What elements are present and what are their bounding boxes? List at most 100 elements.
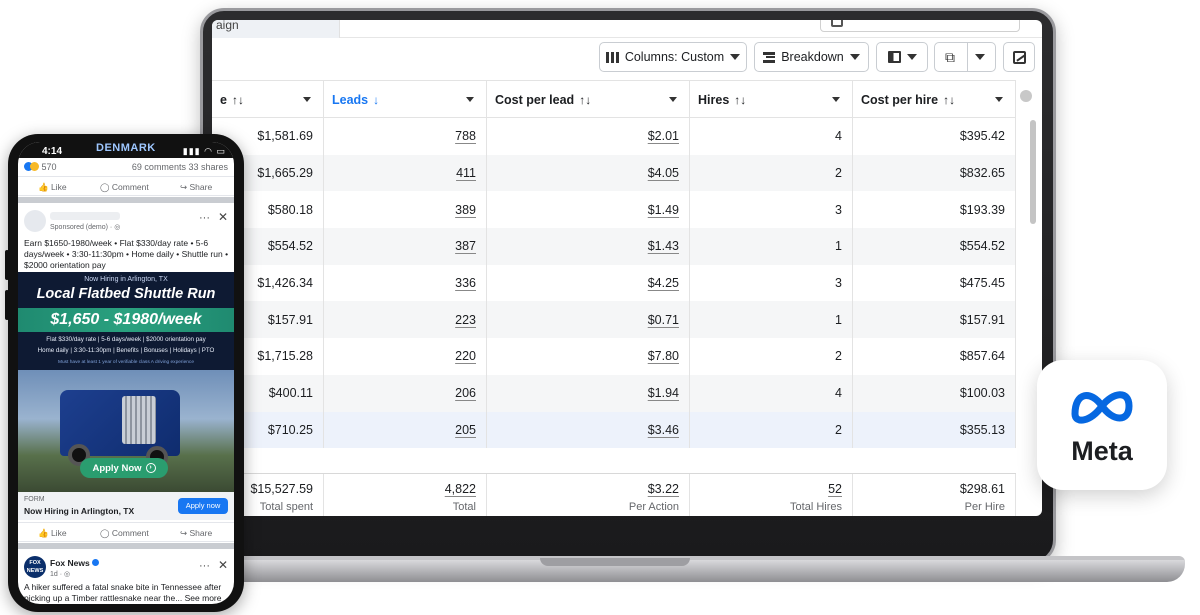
- avatar[interactable]: [24, 210, 46, 232]
- cell-cpl-link[interactable]: $1.94: [647, 386, 679, 401]
- cell-cpl-link[interactable]: $0.71: [647, 312, 679, 327]
- table-row[interactable]: $1,581.69 788 $2.01 4 $395.42: [212, 118, 1016, 155]
- creative-details-2: Home daily | 3:30-11:30pm | Benefits | B…: [37, 347, 215, 354]
- header-cost-per-lead[interactable]: Cost per lead ↑↓: [487, 81, 690, 119]
- share-button[interactable]: ↪ Share: [180, 182, 213, 192]
- chevron-down-icon[interactable]: [466, 97, 474, 102]
- cell-cpl-link[interactable]: $1.43: [647, 239, 679, 254]
- apply-now-button[interactable]: Apply now: [178, 498, 228, 514]
- more-options-icon[interactable]: ···: [199, 560, 210, 572]
- form-label: FORM: [24, 496, 45, 503]
- cell-cph: $857.64: [853, 338, 1016, 375]
- cell-spent: $1,581.69: [212, 118, 324, 155]
- charts-button[interactable]: [1003, 42, 1035, 72]
- table-row[interactable]: $157.91 223 $0.71 1 $157.91: [212, 301, 1016, 339]
- columns-icon: [605, 51, 619, 63]
- reaction-summary[interactable]: 570: [24, 162, 57, 172]
- chevron-down-icon[interactable]: [303, 97, 311, 102]
- chevron-down-icon: [730, 54, 741, 60]
- cell-cpl-link[interactable]: $4.25: [647, 276, 679, 291]
- header-leads[interactable]: Leads ↓: [324, 81, 487, 119]
- vertical-scrollbar[interactable]: [1030, 120, 1036, 224]
- add-column-icon[interactable]: [1020, 90, 1032, 102]
- export-button[interactable]: ⧉: [934, 42, 996, 72]
- ads-manager-screen: aign Columns: Custom Breakdown ⧉ e ↑: [212, 20, 1042, 516]
- cell-cph: $395.42: [853, 118, 1016, 155]
- creative-title: Local Flatbed Shuttle Run: [36, 286, 216, 302]
- cell-leads-link[interactable]: 387: [455, 239, 476, 254]
- breakdown-button[interactable]: Breakdown: [754, 42, 869, 72]
- cell-spent: $1,715.28: [212, 338, 324, 375]
- cell-leads-link[interactable]: 336: [455, 276, 476, 291]
- cell-leads-link[interactable]: 206: [455, 386, 476, 401]
- table-row[interactable]: $1,715.28 220 $7.80 2 $857.64: [212, 338, 1016, 375]
- total-hires: 52 Total Hires: [690, 474, 853, 516]
- fox-page-name[interactable]: Fox News: [50, 558, 99, 568]
- like-button[interactable]: 👍 Like: [38, 528, 67, 538]
- table-row[interactable]: $580.18 389 $1.49 3 $193.39: [212, 191, 1016, 229]
- creative-fine-print: Must have at least 1 year of verifiable …: [58, 360, 194, 365]
- cell-leads-link[interactable]: 223: [455, 312, 476, 327]
- chevron-down-icon: [906, 54, 917, 60]
- status-time: 4:14: [42, 146, 63, 157]
- chevron-down-icon[interactable]: [995, 97, 1003, 102]
- cell-leads-link[interactable]: 205: [455, 422, 476, 437]
- cell-cpl-link[interactable]: $7.80: [647, 349, 679, 364]
- chevron-down-icon[interactable]: [832, 97, 840, 102]
- cell-spent: $1,665.29: [212, 154, 324, 192]
- like-reaction-icon: [24, 162, 33, 171]
- cell-cph: $554.52: [853, 228, 1016, 265]
- more-options-icon[interactable]: ···: [199, 212, 210, 224]
- volume-button: [5, 250, 9, 280]
- engagement-counts[interactable]: 69 comments 33 shares: [131, 162, 228, 172]
- breakdown-label: Breakdown: [781, 50, 844, 64]
- close-icon[interactable]: ✕: [217, 210, 228, 224]
- cell-hires: 1: [690, 301, 853, 339]
- cell-leads-link[interactable]: 389: [455, 202, 476, 217]
- table-row[interactable]: $554.52 387 $1.43 1 $554.52: [212, 228, 1016, 265]
- table-row[interactable]: $710.25 205 $3.46 2 $355.13: [212, 411, 1016, 449]
- table-row[interactable]: $1,426.34 336 $4.25 3 $475.45: [212, 264, 1016, 302]
- close-icon[interactable]: ✕: [217, 558, 228, 572]
- ad-post-header: Sponsored (demo) · ◎ ··· ✕: [18, 206, 234, 234]
- cell-cpl-link[interactable]: $3.46: [647, 422, 679, 437]
- cell-hires: 2: [690, 411, 853, 449]
- cell-cpl-link[interactable]: $2.01: [647, 129, 679, 144]
- cell-spent: $580.18: [212, 191, 324, 229]
- chevron-down-icon: [849, 54, 860, 60]
- top-control-partial[interactable]: [820, 20, 1020, 32]
- post-action-bar: 👍 Like ◯ Comment ↪ Share: [18, 176, 234, 196]
- comment-button[interactable]: ◯ Comment: [100, 528, 149, 538]
- chevron-down-icon[interactable]: [669, 97, 677, 102]
- share-button[interactable]: ↪ Share: [180, 528, 213, 538]
- total-spent: $15,527.59 Total spent: [212, 474, 324, 516]
- columns-button[interactable]: Columns: Custom: [599, 42, 747, 72]
- reports-button[interactable]: [876, 42, 928, 72]
- fox-news-logo[interactable]: FOX NEWS: [24, 556, 46, 578]
- laptop-notch: [540, 558, 690, 566]
- cell-leads-link[interactable]: 220: [455, 349, 476, 364]
- ad-creative[interactable]: Now Hiring in Arlington, TX Local Flatbe…: [18, 272, 234, 492]
- cell-cpl-link[interactable]: $4.05: [647, 166, 679, 181]
- lead-form-bar[interactable]: FORM Now Hiring in Arlington, TX Apply n…: [18, 492, 234, 520]
- comment-button[interactable]: ◯ Comment: [100, 182, 149, 192]
- feed-separator: [18, 197, 234, 203]
- cell-cph: $355.13: [853, 411, 1016, 449]
- cell-leads-link[interactable]: 411: [456, 166, 476, 181]
- header-cost-per-hire[interactable]: Cost per hire ↑↓: [853, 81, 1016, 119]
- total-cpl: $3.22 Per Action: [487, 474, 690, 516]
- table-body: $1,581.69 788 $2.01 4 $395.42 $1,665.29 …: [212, 118, 1016, 449]
- table-row[interactable]: $1,665.29 411 $4.05 2 $832.65: [212, 154, 1016, 192]
- creative-hiring-line: Now Hiring in Arlington, TX: [84, 276, 168, 283]
- fox-post-header: FOX NEWS Fox News 1d · ◎ ··· ✕: [18, 554, 234, 584]
- creative-apply-now-button[interactable]: Apply Now ›: [80, 458, 168, 478]
- like-button[interactable]: 👍 Like: [38, 182, 67, 192]
- cell-leads-link[interactable]: 788: [455, 129, 476, 144]
- cell-cpl-link[interactable]: $1.49: [647, 202, 679, 217]
- breakdown-icon: [763, 51, 776, 63]
- cell-hires: 3: [690, 264, 853, 302]
- header-amount-spent[interactable]: e ↑↓: [212, 81, 324, 119]
- header-hires[interactable]: Hires ↑↓: [690, 81, 853, 119]
- campaign-tab-partial[interactable]: aign: [212, 20, 340, 38]
- table-row[interactable]: $400.11 206 $1.94 4 $100.03: [212, 374, 1016, 412]
